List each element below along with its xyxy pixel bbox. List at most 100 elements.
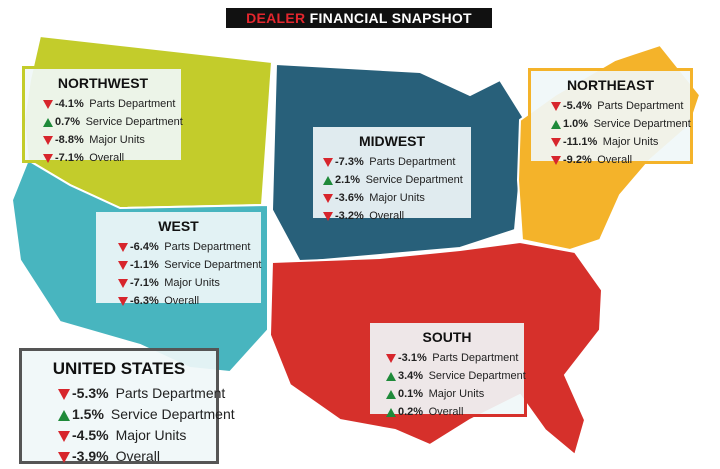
metric-value: -9.2%	[563, 154, 592, 166]
metric-label: Parts Department	[89, 98, 176, 110]
metric-label: Parts Department	[369, 156, 456, 168]
metric-label: Parts Department	[164, 241, 251, 253]
region-box: NORTHWEST -4.1% Parts Department 0.7% Serv…	[22, 66, 184, 164]
metric-row: 2.1% Service Department	[313, 171, 471, 189]
metric-row: -11.1% Major Units	[531, 133, 690, 151]
metric-value: 3.4%	[398, 370, 424, 382]
trend-arrow	[551, 137, 561, 147]
metric-row: 3.4% Service Department	[370, 367, 526, 385]
metric-value: -1.1%	[130, 259, 159, 271]
metric-value: 0.7%	[55, 116, 81, 128]
metric-value: 0.2%	[398, 406, 424, 418]
region-box: UNITED STATES -5.3% Parts Department 1.5% …	[19, 348, 235, 467]
metric-value: -4.5%	[72, 427, 109, 443]
metric-value: -3.9%	[72, 448, 109, 464]
region-box: MIDWEST -7.3% Parts Department 2.1% Servic…	[310, 124, 474, 222]
metric-label: Overall	[115, 448, 160, 464]
metric-row: -8.8% Major Units	[25, 131, 181, 149]
region-name: SOUTH	[422, 329, 472, 345]
metric-label: Overall	[89, 152, 125, 164]
metric-value: 2.1%	[335, 174, 361, 186]
region-name: UNITED STATES	[52, 359, 186, 378]
metric-label: Parts Department	[432, 352, 519, 364]
metric-label: Major Units	[115, 427, 187, 443]
trend-arrow	[58, 430, 70, 442]
metric-value: -4.1%	[55, 98, 84, 110]
trend-arrow	[43, 117, 53, 127]
metric-row: -6.4% Parts Department	[96, 238, 261, 256]
metric-value: 1.5%	[72, 406, 104, 422]
metric-value: -11.1%	[563, 136, 598, 148]
trend-arrow	[386, 353, 396, 363]
metric-value: -3.1%	[398, 352, 427, 364]
metric-value: -6.3%	[130, 295, 159, 307]
metric-value: -7.3%	[335, 156, 364, 168]
metric-label: Major Units	[164, 277, 220, 289]
metric-label: Major Units	[602, 136, 659, 148]
region-name: WEST	[158, 218, 199, 234]
metric-value: -7.1%	[55, 152, 84, 164]
metric-label: Major Units	[428, 388, 485, 400]
metric-value: -7.1%	[130, 277, 159, 289]
trend-arrow	[323, 193, 333, 203]
metric-row: 0.1% Major Units	[370, 385, 524, 403]
metric-label: Parts Department	[115, 385, 226, 401]
metric-value: -5.4%	[563, 100, 592, 112]
trend-arrow	[58, 451, 70, 463]
metric-label: Service Department	[428, 370, 526, 382]
trend-arrow	[58, 409, 70, 421]
metric-row: -7.1% Major Units	[96, 274, 261, 292]
trend-arrow	[386, 407, 396, 417]
trend-arrow	[551, 119, 561, 129]
region-name: NORTHWEST	[57, 75, 149, 91]
trend-arrow	[118, 242, 128, 252]
metric-label: Service Department	[593, 118, 691, 130]
metric-label: Overall	[428, 406, 464, 418]
metric-row: -3.9% Overall	[22, 446, 216, 467]
metric-label: Service Department	[110, 406, 235, 422]
metric-row: -3.6% Major Units	[313, 189, 471, 207]
metric-row: -4.1% Parts Department	[25, 95, 181, 113]
trend-arrow	[118, 260, 128, 270]
region-box: WEST -6.4% Parts Department -1.1% Service …	[93, 209, 264, 307]
trend-arrow	[323, 157, 333, 167]
metric-row: -4.5% Major Units	[22, 425, 216, 446]
metric-label: Service Department	[85, 116, 183, 128]
region-name: NORTHEAST	[566, 77, 655, 93]
title-bar: DEALER FINANCIAL SNAPSHOT	[226, 8, 492, 28]
metric-label: Overall	[369, 210, 405, 222]
metric-label: Overall	[597, 154, 633, 166]
title-highlight: DEALER	[246, 10, 306, 26]
trend-arrow	[323, 211, 333, 221]
metric-row: -7.3% Parts Department	[313, 153, 471, 171]
metric-value: -8.8%	[55, 134, 84, 146]
metric-row: -3.1% Parts Department	[370, 349, 524, 367]
trend-arrow	[118, 278, 128, 288]
metric-row: -6.3% Overall	[96, 292, 261, 310]
metric-label: Service Department	[164, 259, 262, 271]
metric-value: 1.0%	[563, 118, 589, 130]
metric-label: Service Department	[365, 174, 463, 186]
metric-label: Major Units	[369, 192, 425, 204]
trend-arrow	[386, 389, 396, 399]
metric-label: Major Units	[89, 134, 145, 146]
metric-value: -5.3%	[72, 385, 109, 401]
trend-arrow	[43, 153, 53, 163]
metric-row: -5.4% Parts Department	[531, 97, 690, 115]
metric-label: Parts Department	[597, 100, 684, 112]
metric-row: -7.1% Overall	[25, 149, 181, 167]
trend-arrow	[386, 371, 396, 381]
trend-arrow	[43, 135, 53, 145]
region-box: SOUTH -3.1% Parts Department 3.4% Service …	[367, 320, 527, 418]
trend-arrow	[58, 388, 70, 400]
trend-arrow	[323, 175, 333, 185]
metric-row: 0.2% Overall	[370, 403, 524, 421]
metric-row: -5.3% Parts Department	[22, 383, 225, 404]
metric-value: 0.1%	[398, 388, 424, 400]
title: FINANCIAL SNAPSHOT	[309, 10, 472, 26]
metric-value: -3.6%	[335, 192, 364, 204]
trend-arrow	[551, 155, 561, 165]
metric-row: -9.2% Overall	[531, 151, 690, 169]
metric-row: 1.5% Service Department	[22, 404, 235, 425]
